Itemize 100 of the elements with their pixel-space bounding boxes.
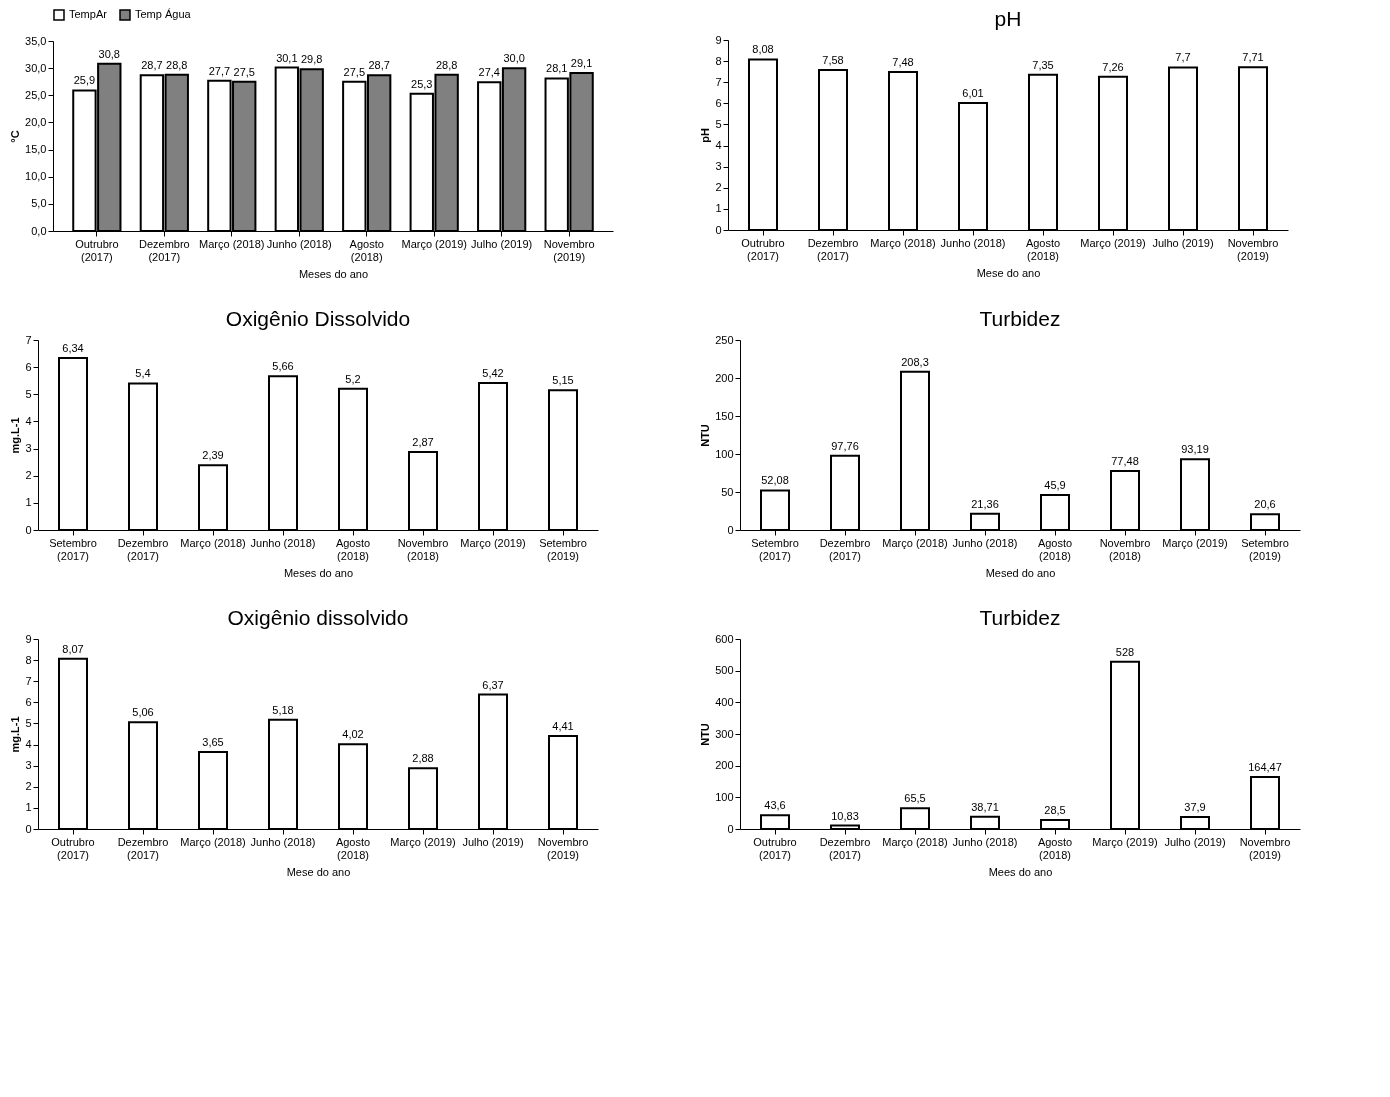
data-label: 28,7 [141, 59, 163, 72]
x-tick-label: Junho (2018) [952, 835, 1018, 848]
x-tick-label: Junho (2018) [250, 536, 316, 549]
x-tick-label: Março (2018) [882, 536, 948, 549]
y-tick-label: 150 [715, 409, 734, 422]
y-tick-label: 6 [715, 96, 722, 109]
data-label: 7,48 [892, 56, 914, 69]
data-label: 5,15 [552, 374, 574, 387]
y-axis-title: NTU [699, 723, 712, 746]
y-axis-title: NTU [699, 424, 712, 447]
data-label: 2,88 [412, 752, 434, 765]
x-tick-label: Agosto (2018) [335, 536, 371, 562]
y-tick-label: 300 [715, 727, 734, 740]
x-tick-label: Novembro (2019) [543, 237, 595, 263]
x-tick-label: Julho (2019) [471, 237, 533, 250]
x-axis-title: Mesed do ano [985, 566, 1056, 579]
x-tick-label: Março (2019) [401, 237, 467, 250]
x-tick-label: Março (2018) [180, 835, 246, 848]
y-tick-label: 400 [715, 695, 734, 708]
x-tick-label: Junho (2018) [266, 237, 332, 250]
data-label: 77,48 [1111, 455, 1139, 468]
y-tick-label: 7 [25, 674, 32, 687]
x-tick-label: Março (2019) [460, 536, 526, 549]
y-tick-label: 7 [25, 333, 32, 346]
x-axis-title: Mese do ano [286, 865, 351, 878]
chart-title: Oxigênio dissolvido [227, 606, 409, 629]
x-tick-label: Outrubro (2017) [51, 835, 95, 861]
data-label: 27,5 [343, 65, 366, 78]
data-label: 2,87 [412, 436, 434, 449]
y-tick-label: 7 [715, 75, 722, 88]
x-tick-label: Setembro (2017) [751, 536, 799, 562]
y-tick-label: 9 [25, 632, 32, 645]
y-tick-label: 0 [727, 822, 734, 835]
data-label: 8,07 [62, 642, 84, 655]
y-tick-label: 2 [25, 780, 32, 793]
x-tick-label: Dezembro (2017) [138, 237, 190, 263]
data-label: 164,47 [1248, 760, 1282, 773]
y-tick-label: 0 [25, 822, 32, 835]
x-tick-label: Dezembro (2017) [819, 536, 871, 562]
x-axis-title: Mees do ano [988, 865, 1053, 878]
x-tick-label: Agosto (2018) [1025, 236, 1061, 262]
data-label: 5,4 [135, 367, 151, 380]
x-tick-label: Novembro (2019) [537, 835, 589, 861]
x-tick-label: Dezembro (2017) [819, 835, 871, 861]
data-label: 208,3 [901, 355, 929, 368]
y-tick-label: 5 [25, 716, 32, 729]
x-tick-label: Junho (2018) [250, 835, 316, 848]
y-tick-label: 30,0 [25, 61, 47, 74]
data-label: 29,1 [570, 57, 593, 70]
y-tick-label: 9 [715, 33, 722, 46]
y-tick-label: 3 [715, 160, 722, 173]
y-axis-title: °C [9, 130, 22, 143]
data-label: 21,36 [971, 497, 999, 510]
x-tick-label: Outrubro (2017) [75, 237, 119, 263]
data-label: 93,19 [1181, 443, 1209, 456]
x-tick-label: Julho (2019) [1152, 236, 1214, 249]
x-tick-label: Agosto (2018) [335, 835, 371, 861]
data-label: 27,4 [478, 66, 500, 79]
y-tick-label: 250 [715, 333, 734, 346]
data-label: 29,8 [300, 53, 323, 66]
data-label: 45,9 [1044, 479, 1066, 492]
x-tick-label: Agosto (2018) [1037, 536, 1073, 562]
x-tick-label: Março (2019) [1080, 236, 1146, 249]
data-label: 28,5 [1044, 803, 1066, 816]
y-axis-title: pH [699, 128, 712, 143]
x-tick-label: Outrubro (2017) [753, 835, 797, 861]
data-label: 27,5 [233, 65, 255, 78]
y-tick-label: 100 [715, 790, 734, 803]
legend-label: TempAr [69, 8, 108, 20]
x-tick-label: Dezembro (2017) [807, 236, 859, 262]
y-tick-label: 50 [721, 485, 734, 498]
y-tick-label: 600 [715, 632, 734, 645]
data-label: 30,1 [276, 51, 298, 64]
chart-title: pH [994, 7, 1022, 30]
y-axis-title: mg.L-1 [9, 417, 22, 454]
data-label: 6,34 [62, 341, 84, 354]
data-label: 4,41 [552, 719, 574, 732]
data-label: 5,06 [132, 706, 154, 719]
data-label: 28,8 [166, 58, 188, 71]
data-label: 38,71 [971, 800, 999, 813]
x-tick-label: Março (2018) [199, 237, 265, 250]
data-label: 43,6 [764, 799, 786, 812]
y-tick-label: 1 [25, 496, 32, 509]
data-label: 28,7 [368, 59, 390, 72]
data-label: 30,8 [98, 47, 120, 60]
data-label: 6,37 [482, 678, 504, 691]
y-tick-label: 5 [715, 117, 722, 130]
data-label: 2,39 [202, 449, 224, 462]
y-tick-label: 5,0 [31, 197, 47, 210]
chart-title: Turbidez [979, 606, 1061, 629]
x-tick-label: Junho (2018) [940, 236, 1006, 249]
y-tick-label: 3 [25, 442, 32, 455]
x-tick-label: Setembro (2019) [539, 536, 587, 562]
x-tick-label: Novembro (2019) [1227, 236, 1279, 262]
data-label: 10,83 [831, 809, 859, 822]
x-tick-label: Dezembro (2017) [117, 835, 169, 861]
data-label: 5,42 [482, 366, 504, 379]
y-tick-label: 10,0 [25, 170, 47, 183]
x-axis-title: Mese do ano [976, 266, 1041, 279]
x-tick-label: Julho (2019) [462, 835, 524, 848]
